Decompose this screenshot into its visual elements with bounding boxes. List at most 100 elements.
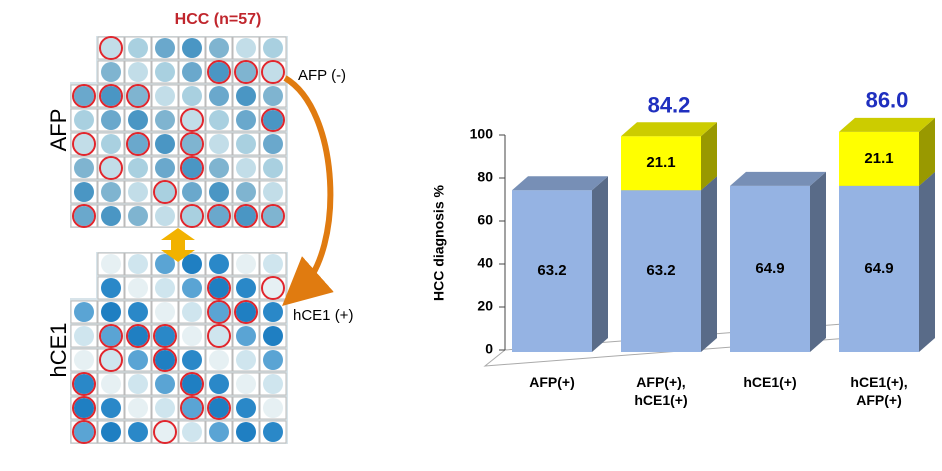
well-highlight	[99, 36, 123, 60]
well	[101, 350, 121, 370]
well	[101, 398, 121, 418]
well-highlight	[180, 372, 204, 396]
well	[182, 422, 202, 442]
well	[128, 254, 148, 274]
well-highlight	[126, 84, 150, 108]
bar-side	[701, 122, 717, 191]
well	[155, 422, 175, 442]
well	[236, 134, 256, 154]
well	[74, 134, 94, 154]
well-highlight	[153, 180, 177, 204]
well	[236, 38, 256, 58]
well	[182, 254, 202, 274]
well	[128, 422, 148, 442]
well	[101, 302, 121, 322]
bar	[621, 190, 701, 352]
bar	[839, 131, 919, 186]
well	[128, 206, 148, 226]
well-highlight	[180, 204, 204, 228]
well	[74, 326, 94, 346]
bar-top	[730, 171, 826, 186]
well	[209, 62, 229, 82]
bar-side	[919, 117, 935, 186]
plate-label: hCE1	[46, 322, 71, 377]
well	[74, 86, 94, 106]
well	[209, 86, 229, 106]
y-tick-label: 20	[477, 298, 493, 314]
chart: HCC diagnosis % 0 20 40 60 80 100 63.2 AFP(+) 63…	[431, 88, 935, 408]
well	[236, 110, 256, 130]
well	[128, 350, 148, 370]
well	[182, 398, 202, 418]
well	[263, 302, 283, 322]
well	[74, 182, 94, 202]
well	[209, 278, 229, 298]
well	[236, 206, 256, 226]
bar-side	[701, 176, 717, 352]
well	[182, 206, 202, 226]
well	[74, 422, 94, 442]
well	[182, 158, 202, 178]
well	[209, 350, 229, 370]
well-highlight	[207, 396, 231, 420]
bar-side	[810, 171, 826, 352]
well-highlight	[126, 132, 150, 156]
bar-top	[839, 117, 935, 132]
well	[128, 182, 148, 202]
well	[182, 62, 202, 82]
well-highlight	[72, 204, 96, 228]
well	[182, 38, 202, 58]
well	[128, 38, 148, 58]
well	[236, 350, 256, 370]
well	[128, 134, 148, 154]
well	[155, 302, 175, 322]
well-highlight	[207, 204, 231, 228]
well	[236, 302, 256, 322]
well	[209, 206, 229, 226]
well	[263, 110, 283, 130]
bar-side	[592, 176, 608, 352]
y-tick-label: 100	[470, 126, 494, 142]
well-highlight	[234, 204, 258, 228]
well	[236, 278, 256, 298]
bar	[839, 185, 919, 352]
plate-mask	[70, 252, 96, 298]
plate-mask	[70, 36, 96, 82]
well	[263, 134, 283, 154]
bar	[621, 136, 701, 191]
well	[182, 182, 202, 202]
well	[209, 374, 229, 394]
well-highlight	[126, 324, 150, 348]
well	[236, 158, 256, 178]
bar-side	[919, 171, 935, 352]
well	[155, 350, 175, 370]
well	[209, 326, 229, 346]
well-highlight	[261, 108, 285, 132]
well	[263, 398, 283, 418]
well	[101, 254, 121, 274]
well	[101, 278, 121, 298]
arrow-label: hCE1 (+)	[293, 307, 353, 324]
well	[128, 374, 148, 394]
well	[182, 134, 202, 154]
well	[236, 422, 256, 442]
well	[263, 254, 283, 274]
well	[236, 374, 256, 394]
well	[101, 38, 121, 58]
well-highlight	[99, 324, 123, 348]
well	[155, 134, 175, 154]
well	[263, 182, 283, 202]
total-label: 84.2	[648, 92, 691, 117]
well-highlight	[180, 156, 204, 180]
well	[155, 38, 175, 58]
well	[101, 326, 121, 346]
well	[182, 350, 202, 370]
well	[101, 422, 121, 442]
well	[101, 86, 121, 106]
y-tick-label: 60	[477, 212, 493, 228]
well	[74, 374, 94, 394]
well-highlight	[99, 84, 123, 108]
well	[74, 302, 94, 322]
well-highlight	[153, 324, 177, 348]
